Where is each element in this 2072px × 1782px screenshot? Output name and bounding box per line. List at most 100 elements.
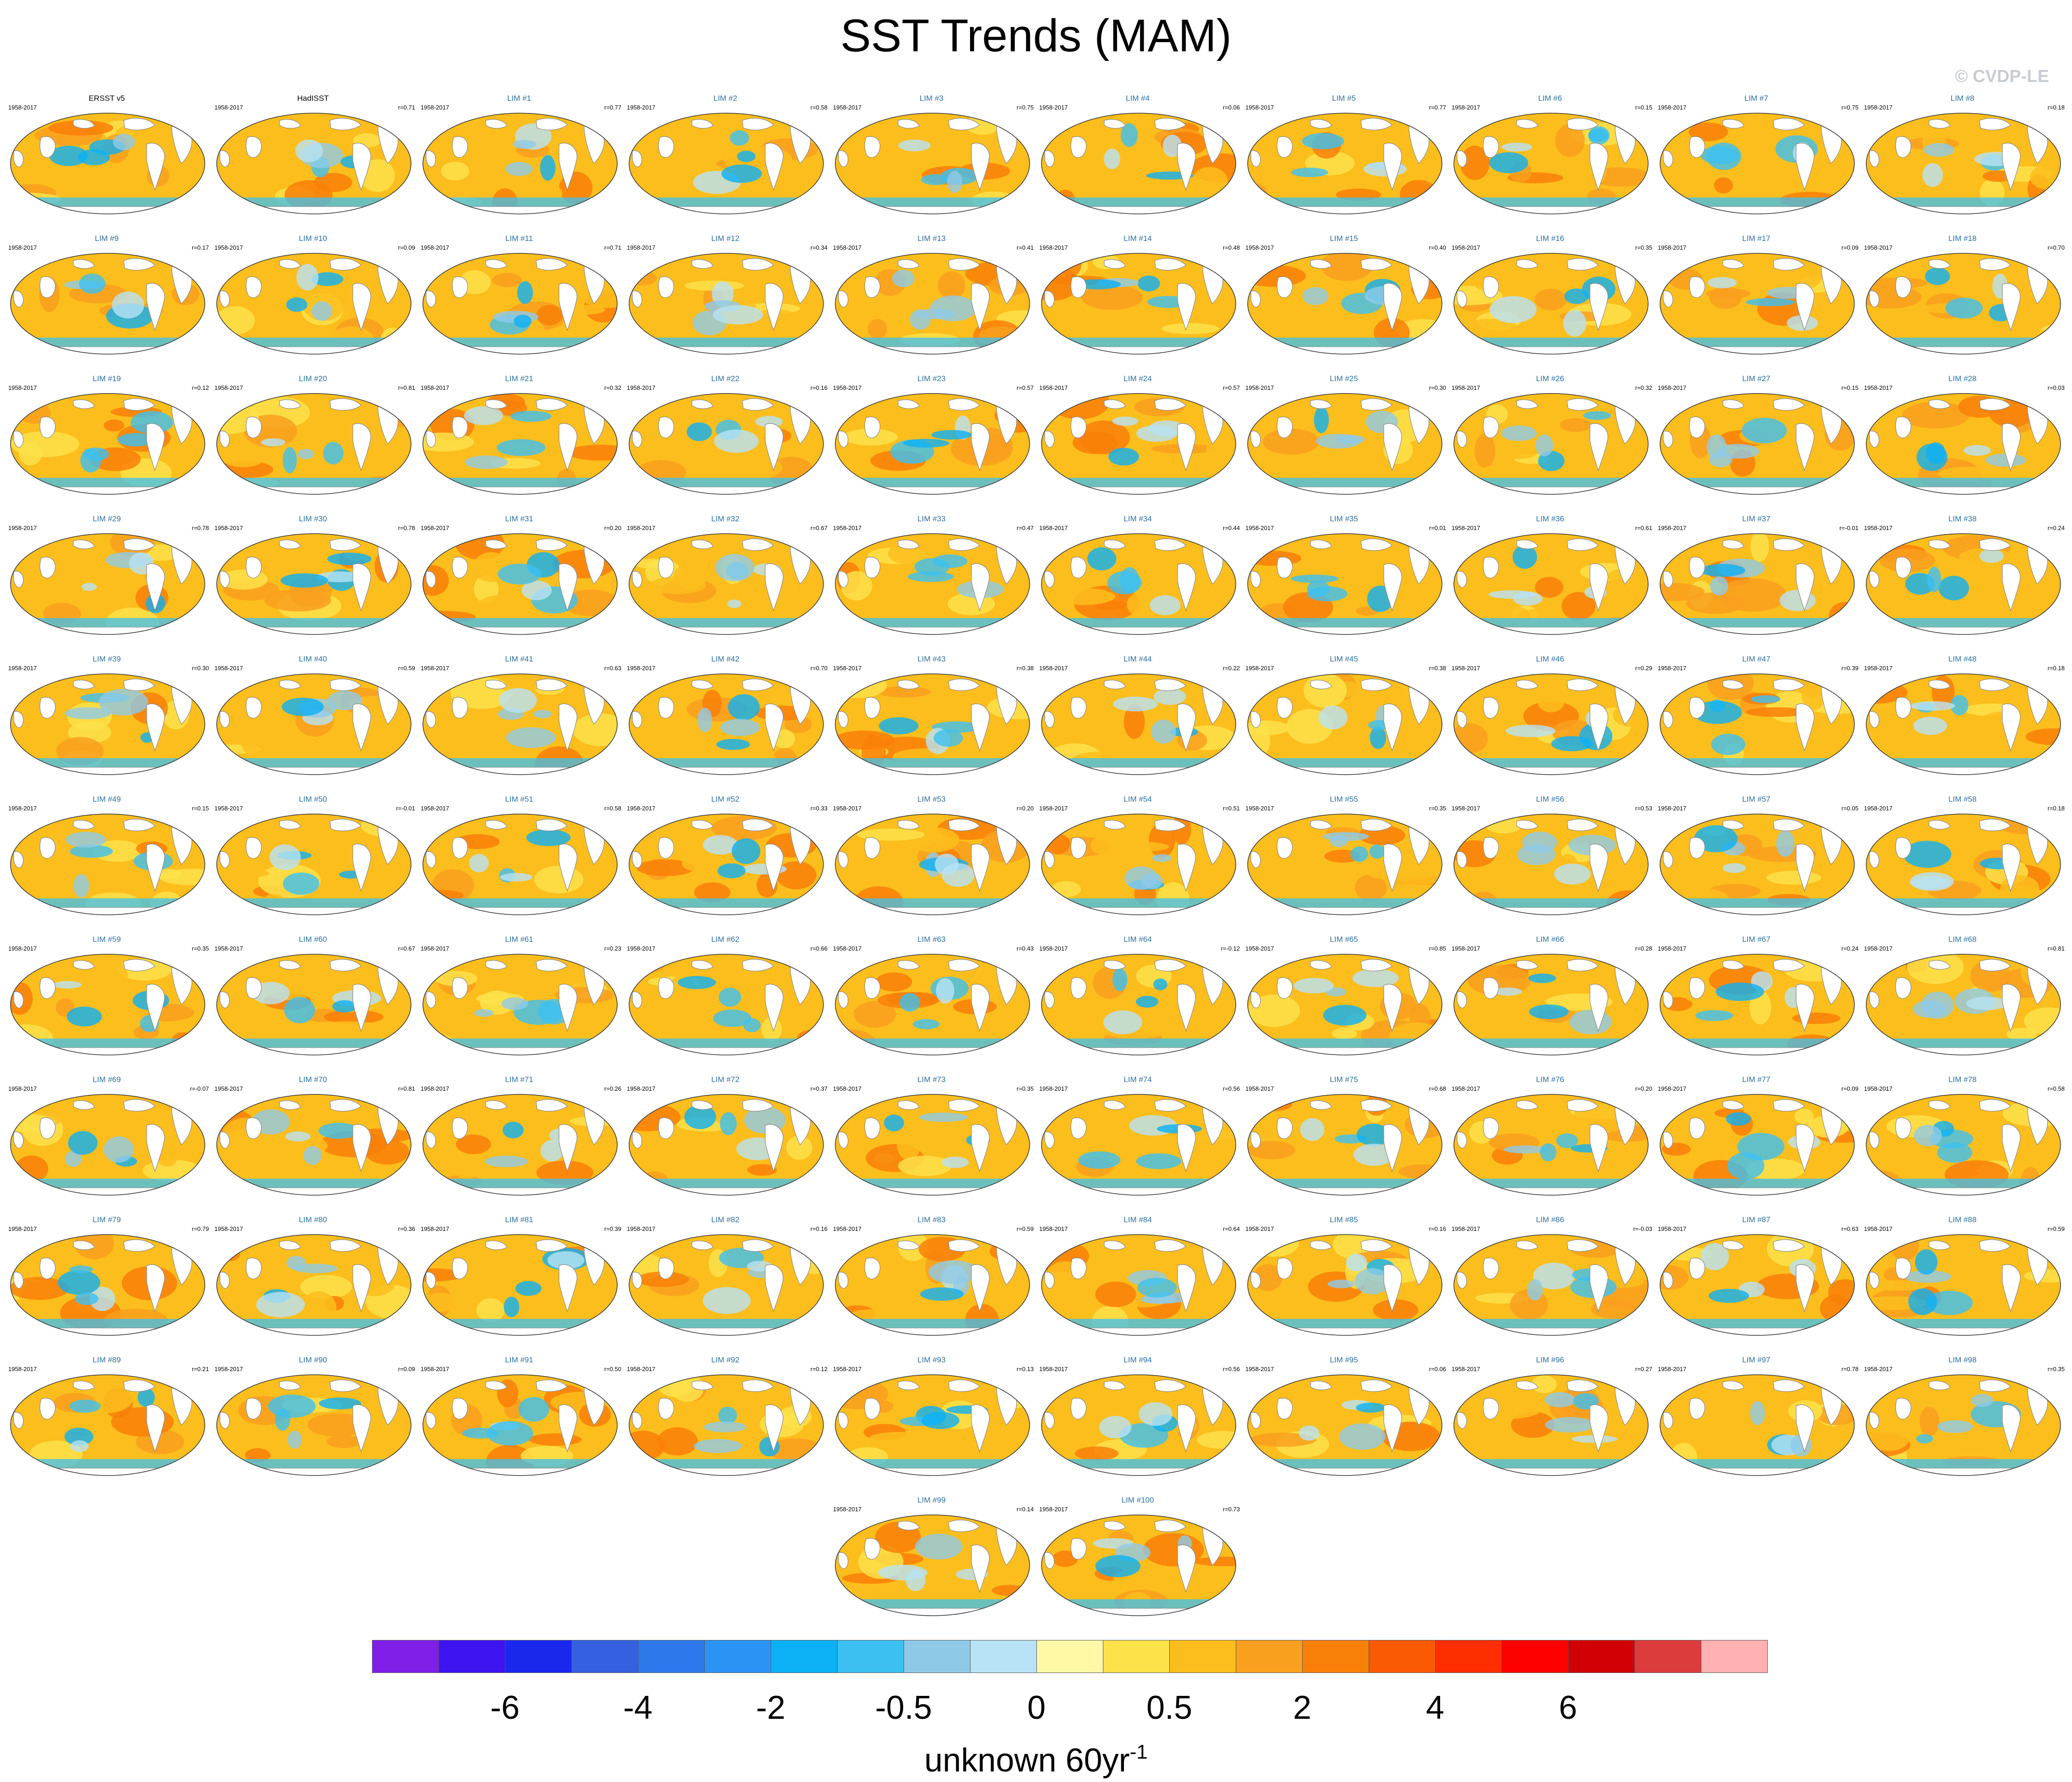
land-mass [452,557,468,579]
land-mass [219,1272,230,1289]
cool-trend-patch [694,1439,742,1453]
map-panel: LIM #64 1958-2017 r=-0.12 [1035,935,1241,1058]
land-mass [838,991,849,1008]
land-mass [146,283,165,331]
panel-period: 1958-2017 [8,1225,37,1232]
map-outline [835,533,1030,635]
panel-period: 1958-2017 [1245,1366,1274,1372]
panel-period: 1958-2017 [1452,1366,1480,1372]
sst-trend-map [216,1234,411,1336]
cool-trend-patch [540,1140,564,1162]
land-mass [1516,119,1538,129]
land-mass [246,276,262,298]
land-mass [1104,820,1126,830]
sst-trend-map [10,673,205,775]
panel-correlation: r=0.06 [1429,1366,1446,1372]
cool-trend-patch [704,1421,746,1432]
panel-title: LIM #85 [1330,1215,1358,1224]
sst-trend-map [1453,533,1649,635]
land-mass [1360,538,1392,551]
panel-correlation: r=-0.01 [1839,525,1858,531]
land-mass [1689,1117,1705,1139]
cool-trend-patch [1162,135,1182,157]
map-outline [1453,1094,1649,1196]
land-mass [559,1404,577,1453]
cool-trend-patch [1087,547,1117,571]
land-mass [1590,142,1608,191]
southern-ocean-band [835,1179,1030,1188]
map-panel: LIM #48 1958-2017 r=0.18 [1859,655,2066,777]
land-mass [1516,680,1538,689]
map-panel: LIM #45 1958-2017 r=0.38 [1241,655,1447,777]
cool-trend-patch [1722,863,1746,873]
map-outline [1660,954,1855,1055]
land-mass [1360,1239,1392,1252]
cool-trend-patch [1904,1270,1951,1283]
cool-trend-patch [502,1121,524,1138]
land-mass [1929,540,1951,549]
panel-period: 1958-2017 [1452,945,1480,952]
map-outline [835,954,1030,1055]
panel-correlation: r=0.09 [398,1366,415,1372]
map-outline [1660,1094,1855,1196]
land-mass [1457,431,1467,448]
cool-trend-patch [261,438,286,447]
map-panel-grid: ERSST v5 1958-2017 HadISST 1958-2017 r=0.71 L… [8,94,2066,1616]
land-mass [1250,851,1261,868]
warm-trend-patch [500,1140,524,1158]
cool-trend-patch [1504,1145,1547,1153]
land-mass [1277,1117,1293,1139]
panel-correlation: r=0.28 [1635,945,1652,952]
panel-correlation: r=0.77 [1429,104,1446,111]
land-mass [1689,136,1705,158]
cool-trend-patch [1291,574,1339,583]
warm-trend-patch [11,1113,55,1132]
sst-trend-map [629,1234,824,1336]
land-mass [2002,283,2021,331]
map-outline [422,533,618,635]
land-mass [452,697,468,719]
map-outline [1247,113,1442,214]
land-mass [742,118,774,131]
panel-correlation: r=0.51 [1222,805,1240,812]
map-panel: LIM #97 1958-2017 r=0.78 [1653,1356,1859,1478]
land-mass [742,819,774,831]
cool-trend-patch [718,988,741,1007]
map-outline [1247,533,1442,635]
land-mass [1929,1241,1951,1250]
land-mass [864,136,881,158]
map-outline [835,1234,1030,1336]
cool-trend-patch [117,433,154,447]
map-outline [1041,1094,1236,1196]
southern-ocean-band [835,618,1030,627]
panel-correlation: r=0.81 [398,1085,415,1092]
warm-trend-patch [2025,728,2061,745]
land-mass [948,538,980,551]
panel-correlation: r=0.34 [810,244,828,251]
panel-correlation: r=0.63 [1841,1225,1858,1232]
land-mass [1663,290,1673,307]
cool-trend-patch [1099,1416,1132,1438]
sst-trend-map [835,1374,1030,1476]
warm-trend-patch [1919,1406,1940,1436]
panel-title: LIM #26 [1536,374,1564,383]
cool-trend-patch [1583,411,1611,420]
warm-trend-patch [423,1293,460,1312]
land-mass [765,703,784,752]
land-mass [485,399,507,409]
cool-trend-patch [1120,123,1138,147]
panel-title: LIM #97 [1742,1356,1771,1364]
sst-trend-map [629,673,824,775]
panel-correlation: r=0.16 [810,384,828,391]
cool-trend-patch [702,835,738,855]
cool-trend-patch [1911,876,1951,890]
panel-period: 1958-2017 [1245,525,1274,531]
panel-period: 1958-2017 [214,945,243,952]
panel-title: LIM #87 [1742,1215,1771,1224]
southern-ocean-band [835,197,1030,207]
map-panel: LIM #85 1958-2017 r=0.16 [1241,1215,1447,1338]
panel-correlation: r=0.09 [1841,1085,1858,1092]
land-mass [1567,118,1599,131]
cool-trend-patch [732,838,761,864]
sst-trend-map [1866,533,2061,635]
